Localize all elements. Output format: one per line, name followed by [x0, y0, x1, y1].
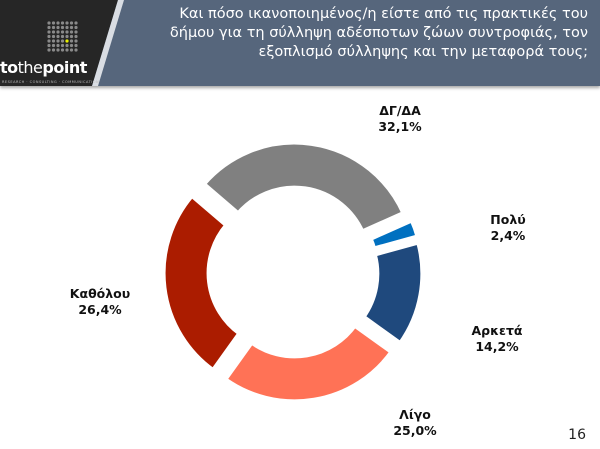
logo-dot [56, 39, 60, 43]
logo-dot [69, 48, 74, 52]
logo-dot [60, 25, 65, 30]
logo-dot [69, 34, 74, 39]
logo-panel [0, 0, 124, 86]
logo-dot [60, 43, 65, 48]
logo-dot [47, 21, 51, 25]
logo-dot [56, 21, 60, 25]
logo-text-point: point [42, 58, 87, 77]
logo-dot [69, 25, 74, 30]
logo-dot [60, 48, 65, 52]
data-label: 25,0% [393, 423, 437, 438]
logo-dot [56, 43, 60, 48]
donut-slice [359, 238, 426, 348]
data-label: 14,2% [475, 339, 519, 354]
logo-dot [65, 34, 69, 39]
logo-dot [74, 39, 78, 43]
logo-dot [74, 21, 78, 25]
donut-slice [199, 139, 408, 236]
logo-subtitle: RESEARCH · CONSULTING · COMMUNICATION [2, 80, 100, 84]
header-banner: tothepoint RESEARCH · CONSULTING · COMMU… [0, 0, 600, 86]
logo-dot [74, 25, 78, 30]
donut-slice [366, 216, 422, 253]
slice-label-arketa: Αρκετά 14,2% [462, 323, 532, 355]
logo-dot [51, 43, 56, 48]
logo-dot [56, 30, 60, 34]
logo-dot [65, 43, 69, 48]
logo-dot [51, 48, 56, 52]
data-label: 32,1% [378, 119, 422, 134]
logo-dot [74, 30, 78, 34]
logo-dot [65, 30, 69, 34]
logo-text-the: the [17, 58, 43, 77]
logo-dot [65, 21, 69, 25]
slice-label-ligo: Λίγο 25,0% [385, 407, 445, 439]
logo-dot [47, 34, 51, 39]
logo-dot [51, 39, 56, 43]
logo-dot [74, 43, 78, 48]
logo-dot [51, 21, 56, 25]
logo-dot [60, 21, 65, 25]
slice-label-dgda: ΔΓ/ΔΑ 32,1% [370, 103, 430, 135]
logo-dot [74, 34, 78, 39]
logo-dot [56, 48, 60, 52]
page-title: Και πόσο ικανοποιημένος/η είστε από τις … [169, 6, 588, 60]
logo-dot [47, 25, 51, 30]
logo-dot [47, 30, 51, 34]
logo-dot [60, 34, 65, 39]
logo-dot [51, 30, 56, 34]
logo-dot [69, 30, 74, 34]
label-name: Λίγο [399, 407, 431, 422]
logo-dot [56, 34, 60, 39]
logo-dot [47, 48, 51, 52]
logo: tothepoint [0, 58, 87, 77]
logo-dot [60, 30, 65, 34]
logo-dot [69, 43, 74, 48]
logo-dot [60, 39, 65, 43]
logo-dot [51, 25, 56, 30]
slice-label-katholou: Καθόλου 26,4% [60, 286, 140, 318]
logo-dot [65, 25, 69, 30]
label-name: Αρκετά [471, 323, 523, 338]
logo-dot [65, 48, 69, 52]
logo-dot-grid-icon [47, 21, 78, 52]
label-name: ΔΓ/ΔΑ [379, 103, 421, 118]
donut-slice [160, 191, 244, 375]
label-name: Πολύ [490, 212, 526, 227]
data-label: 26,4% [78, 302, 122, 317]
logo-dot [74, 48, 78, 52]
data-label: 2,4% [490, 228, 526, 243]
logo-dot [47, 39, 51, 43]
logo-dot [69, 39, 74, 43]
logo-dot [69, 21, 74, 25]
slice-label-poly: Πολύ 2,4% [478, 212, 538, 244]
logo-dot [56, 25, 60, 30]
label-name: Καθόλου [69, 286, 131, 301]
logo-dot [65, 39, 69, 43]
logo-dot [51, 34, 56, 39]
logo-text-to: to [0, 58, 18, 77]
page-number: 16 [568, 427, 586, 443]
donut-slice [221, 321, 396, 405]
logo-dot [47, 43, 51, 48]
